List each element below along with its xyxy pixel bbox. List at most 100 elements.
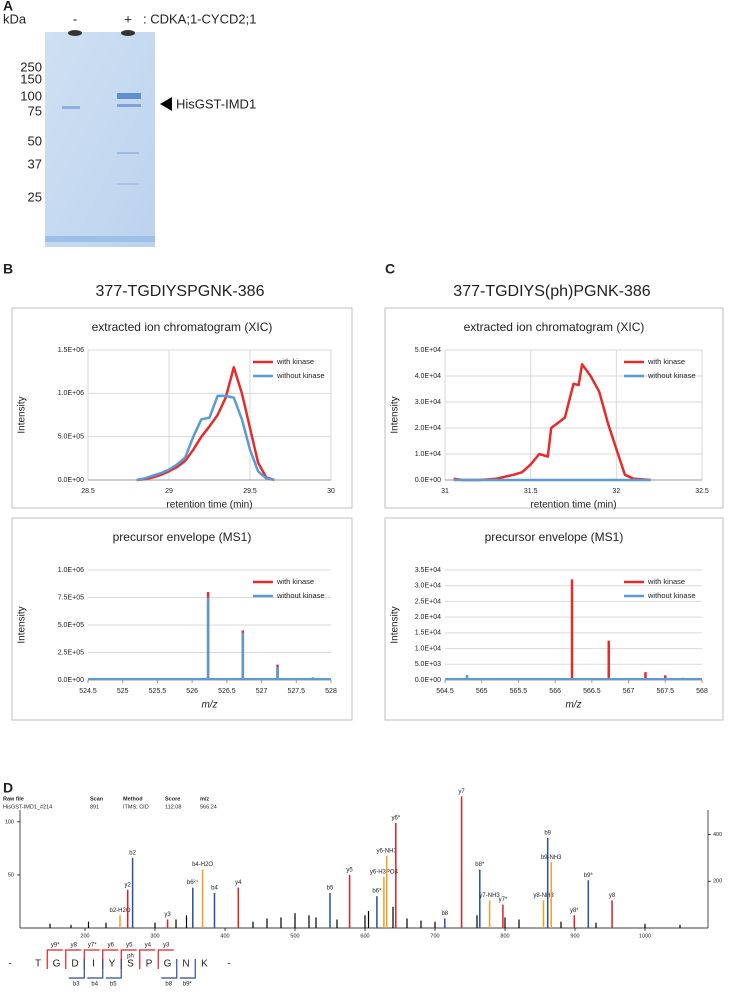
series-line: [453, 363, 651, 482]
peak-label: y4: [235, 880, 242, 886]
peak-label: y8*: [570, 908, 579, 914]
y-ion-label: y8: [71, 943, 78, 949]
residue: G: [53, 959, 61, 970]
panel-label: B: [3, 261, 13, 277]
modification: ph: [127, 954, 134, 960]
treatment-label: : CDKA;1-CYCD2;1: [143, 11, 256, 26]
gel-band: [62, 106, 80, 109]
header-cell: m/z: [200, 796, 209, 802]
legend-label: without kinase: [647, 371, 696, 380]
legend-label: with kinase: [647, 577, 685, 586]
residue: P: [146, 959, 153, 970]
y-tick-label: 2.5E+04: [415, 598, 441, 605]
y-tick-label: 1.0E+06: [58, 567, 84, 574]
residue: D: [71, 959, 78, 970]
y-tick-label: 1.0E+04: [415, 645, 441, 652]
band-label: HisGST-IMD1: [176, 96, 256, 111]
y-tick-label: 3.0E+04: [415, 583, 441, 590]
x-tick-label: 528: [325, 688, 337, 695]
x-tick-label: 564.5: [436, 688, 454, 695]
arrow: [160, 97, 172, 111]
y-ion-label: y5: [126, 943, 133, 949]
x-tick-label: 568: [696, 688, 708, 695]
marker-label: 75: [28, 103, 42, 118]
y-ion-label: y4: [145, 943, 152, 949]
y-ion-bracket: [65, 949, 82, 969]
y-ion-label: y7*: [88, 943, 97, 949]
x-tick-label: 600: [360, 933, 369, 939]
gel-well: [121, 30, 135, 36]
panel-label: A: [3, 0, 13, 14]
x-tick-label: 526.5: [218, 688, 236, 695]
marker-label: 25: [28, 189, 42, 204]
x-tick-label: 29.5: [243, 488, 257, 495]
x-tick-label: 800: [500, 933, 509, 939]
x-tick-label: 565: [476, 688, 488, 695]
peak-label: y7: [458, 789, 465, 795]
gel-band: [117, 93, 141, 99]
panel-label: C: [385, 261, 395, 277]
chart-title: extracted ion chromatogram (XIC): [92, 320, 273, 334]
peptide-title: 377-TGDIYSPGNK-386: [96, 283, 265, 300]
legend-label: with kinase: [276, 577, 314, 586]
x-tick-label: 31: [441, 488, 449, 495]
gel-well: [68, 30, 82, 36]
y-tick-label: 1.5E+06: [58, 347, 84, 354]
terminus: -: [227, 959, 230, 970]
b-ion-bracket: [68, 959, 85, 979]
residue: I: [92, 959, 95, 970]
chart-title: precursor envelope (MS1): [113, 530, 252, 544]
header-cell: Scan: [90, 796, 104, 802]
marker-label: 250: [20, 59, 42, 74]
y-ion-bracket: [157, 949, 174, 969]
legend-label: without kinase: [276, 591, 325, 600]
b-ion-label: b5: [110, 982, 117, 988]
residue: K: [201, 959, 208, 970]
gel-front: [45, 236, 155, 242]
gel-band: [117, 152, 139, 154]
peptide-title: 377-TGDIYS(ph)PGNK-386: [453, 283, 651, 300]
y-tick-label: 1.0E+06: [58, 390, 84, 397]
b-ion-label: b8: [165, 982, 172, 988]
y2-tick-label: 200: [713, 879, 722, 885]
residue: Y: [109, 959, 116, 970]
peak-label: y6-H3PO4: [370, 870, 399, 876]
peak-label: b6²⁺: [187, 879, 199, 886]
panel-label: D: [3, 780, 13, 796]
x-tick-label: 900: [570, 933, 579, 939]
peak-label: b8*: [475, 862, 485, 868]
x-tick-label: 526: [186, 688, 198, 695]
y2-tick-label: 400: [713, 832, 722, 838]
y-tick-label: 50: [8, 872, 14, 878]
x-tick-label: 400: [220, 933, 229, 939]
residue: G: [164, 959, 172, 970]
x-tick-label: 30: [327, 488, 335, 495]
legend-label: with kinase: [276, 357, 314, 366]
x-axis-label: retention time (min): [530, 500, 616, 511]
y-tick-label: 5.0E+05: [58, 622, 84, 629]
y-tick-label: 5.0E+03: [415, 661, 441, 668]
b-ion-bracket: [161, 959, 178, 979]
b-ion-bracket: [179, 959, 196, 979]
x-tick-label: 500: [290, 933, 299, 939]
x-axis-label: m/z: [565, 700, 581, 711]
y-ion-bracket: [139, 949, 156, 969]
legend-label: without kinase: [647, 591, 696, 600]
series-line: [136, 394, 275, 482]
x-axis-label: retention time (min): [166, 500, 252, 511]
gel-band: [117, 104, 141, 107]
peak-label: b4: [211, 886, 218, 892]
x-tick-label: 525: [117, 688, 129, 695]
gel-unit: kDa: [3, 11, 27, 26]
y-tick-label: 0.0E+00: [415, 477, 441, 484]
y-tick-label: 100: [5, 819, 14, 825]
y-tick-label: 1.5E+04: [415, 630, 441, 637]
x-tick-label: 32.5: [695, 488, 709, 495]
x-tick-label: 31.5: [524, 488, 538, 495]
b-ion-label: b9*: [183, 982, 193, 988]
y-axis-label: Intensity: [17, 396, 28, 433]
header-cell: 566.24: [200, 804, 217, 810]
x-tick-label: 527: [256, 688, 268, 695]
